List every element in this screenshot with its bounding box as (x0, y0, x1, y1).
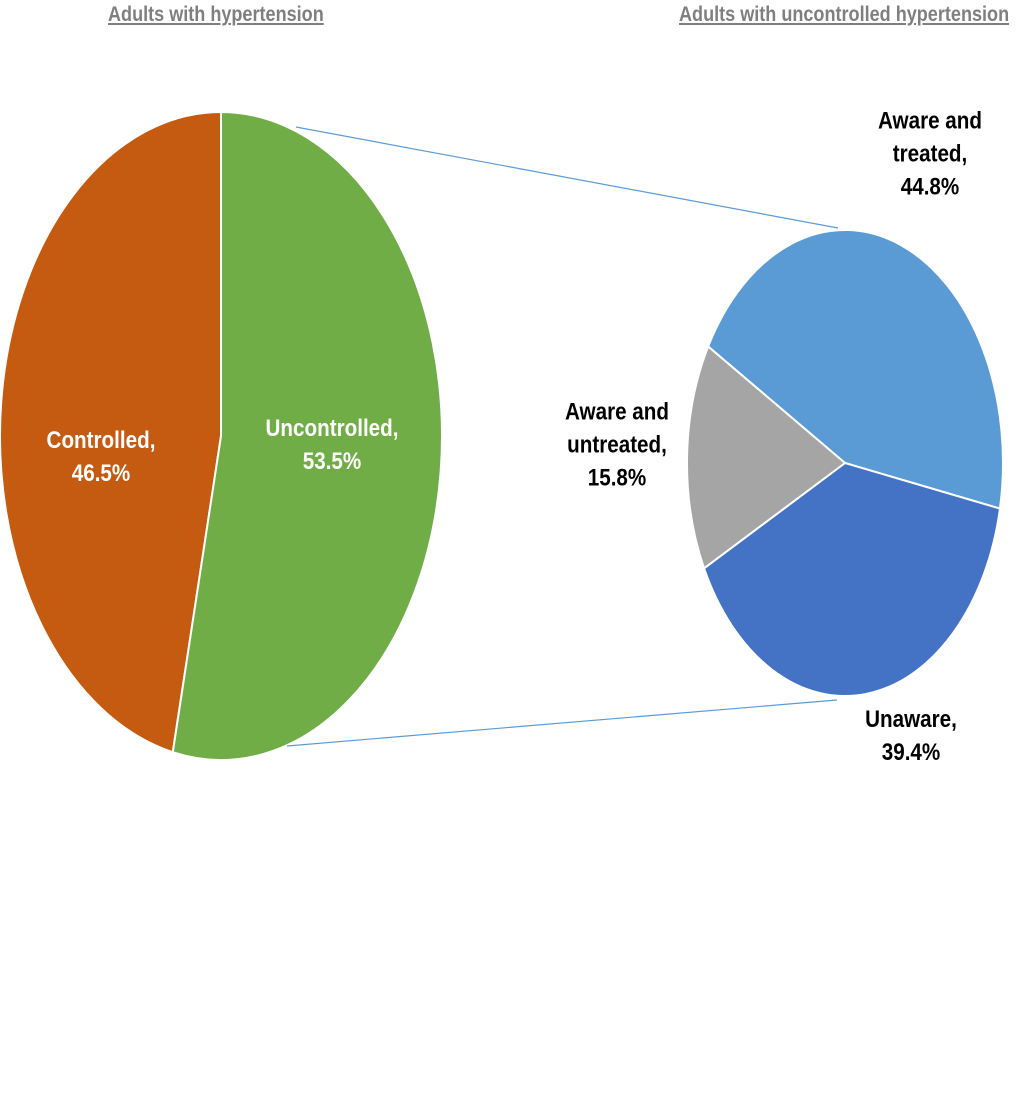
slice-label-line: 39.4% (882, 738, 941, 765)
slice-label-aware-and-untreated: Aware and untreated, 15.8% (565, 398, 669, 491)
right-pie-title: Adults with uncontrolled hypertension (679, 3, 1010, 26)
slice-label-aware-and-treated: Aware and treated, 44.8% (878, 107, 982, 200)
slice-label-line: Controlled, (47, 426, 156, 453)
slice-aware-and-untreated (686, 345, 846, 570)
slice-label-line: untreated, (567, 431, 667, 458)
slice-label-line: Aware and (878, 107, 982, 134)
slice-controlled (0, 111, 222, 754)
slice-label-line: 15.8% (588, 464, 647, 491)
slice-unaware (703, 462, 1001, 697)
adults-with-hypertension-pie (0, 111, 443, 761)
slice-label-line: 46.5% (72, 459, 131, 486)
slice-label-line: Uncontrolled, (266, 414, 399, 441)
slice-label-unaware: Unaware, 39.4% (865, 705, 957, 765)
slice-label-line: Unaware, (865, 705, 957, 732)
connector-line-bottom (286, 699, 838, 747)
slice-uncontrolled (171, 111, 443, 761)
slice-aware-and-treated (707, 229, 1004, 510)
adults-with-uncontrolled-hypertension-pie (686, 229, 1004, 697)
left-pie-title: Adults with hypertension (108, 3, 324, 26)
slice-label-line: 53.5% (303, 447, 362, 474)
slice-label-line: treated, (893, 140, 968, 167)
slice-label-controlled: Controlled, 46.5% (47, 426, 156, 486)
connector-line-top (295, 126, 839, 229)
slice-label-uncontrolled: Uncontrolled, 53.5% (266, 414, 399, 474)
slice-label-line: 44.8% (901, 173, 960, 200)
slice-label-line: Aware and (565, 398, 669, 425)
